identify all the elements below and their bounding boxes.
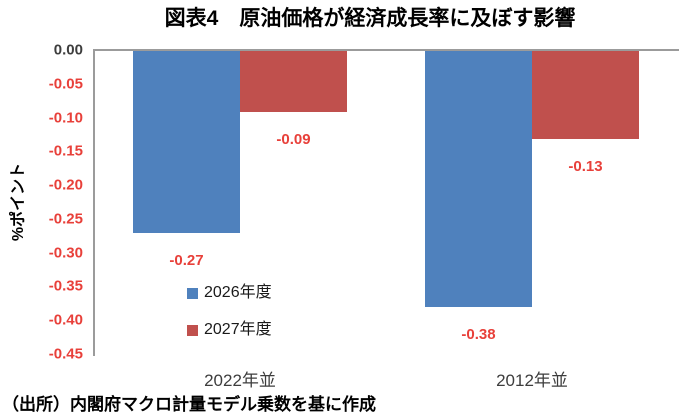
source-note: （出所）内閣府マクロ計量モデル乗数を基に作成 <box>2 395 376 413</box>
y-tick-label: -0.10 <box>48 109 83 127</box>
bar-series1-cat1 <box>133 51 240 233</box>
legend-item-1: 2026年度 <box>187 285 272 301</box>
legend-item-2: 2027年度 <box>187 322 272 338</box>
legend-swatch-icon <box>187 324 198 336</box>
y-axis-line <box>93 49 95 356</box>
y-tick-label: -0.15 <box>48 142 83 160</box>
y-axis-title: %ポイント <box>10 162 27 242</box>
y-tick-label: -0.40 <box>48 311 83 329</box>
category-label-1: 2022年並 <box>204 371 276 390</box>
bar-series2-cat1 <box>240 51 347 112</box>
y-tick-label: 0.00 <box>53 41 83 59</box>
y-tick-label: -0.20 <box>48 176 83 194</box>
legend-label: 2026年度 <box>204 284 272 301</box>
zero-baseline <box>93 49 679 51</box>
bar-series2-cat2 <box>532 51 639 139</box>
y-tick-label: -0.30 <box>48 244 83 262</box>
value-label-series2-cat1: -0.09 <box>276 130 311 148</box>
bar-series1-cat2 <box>425 51 532 307</box>
y-tick-label: -0.25 <box>48 210 83 228</box>
y-tick-label: -0.45 <box>48 345 83 363</box>
legend-swatch-icon <box>187 287 198 299</box>
value-label-series1-cat2: -0.38 <box>461 325 496 343</box>
y-tick-label: -0.35 <box>48 277 83 295</box>
chart-title: 図表4 原油価格が経済成長率に及ぼす影響 <box>164 7 576 30</box>
legend-label: 2027年度 <box>204 321 272 338</box>
y-tick-label: -0.05 <box>48 75 83 93</box>
value-label-series2-cat2: -0.13 <box>568 157 603 175</box>
category-label-2: 2012年並 <box>496 371 568 390</box>
value-label-series1-cat1: -0.27 <box>169 251 204 269</box>
